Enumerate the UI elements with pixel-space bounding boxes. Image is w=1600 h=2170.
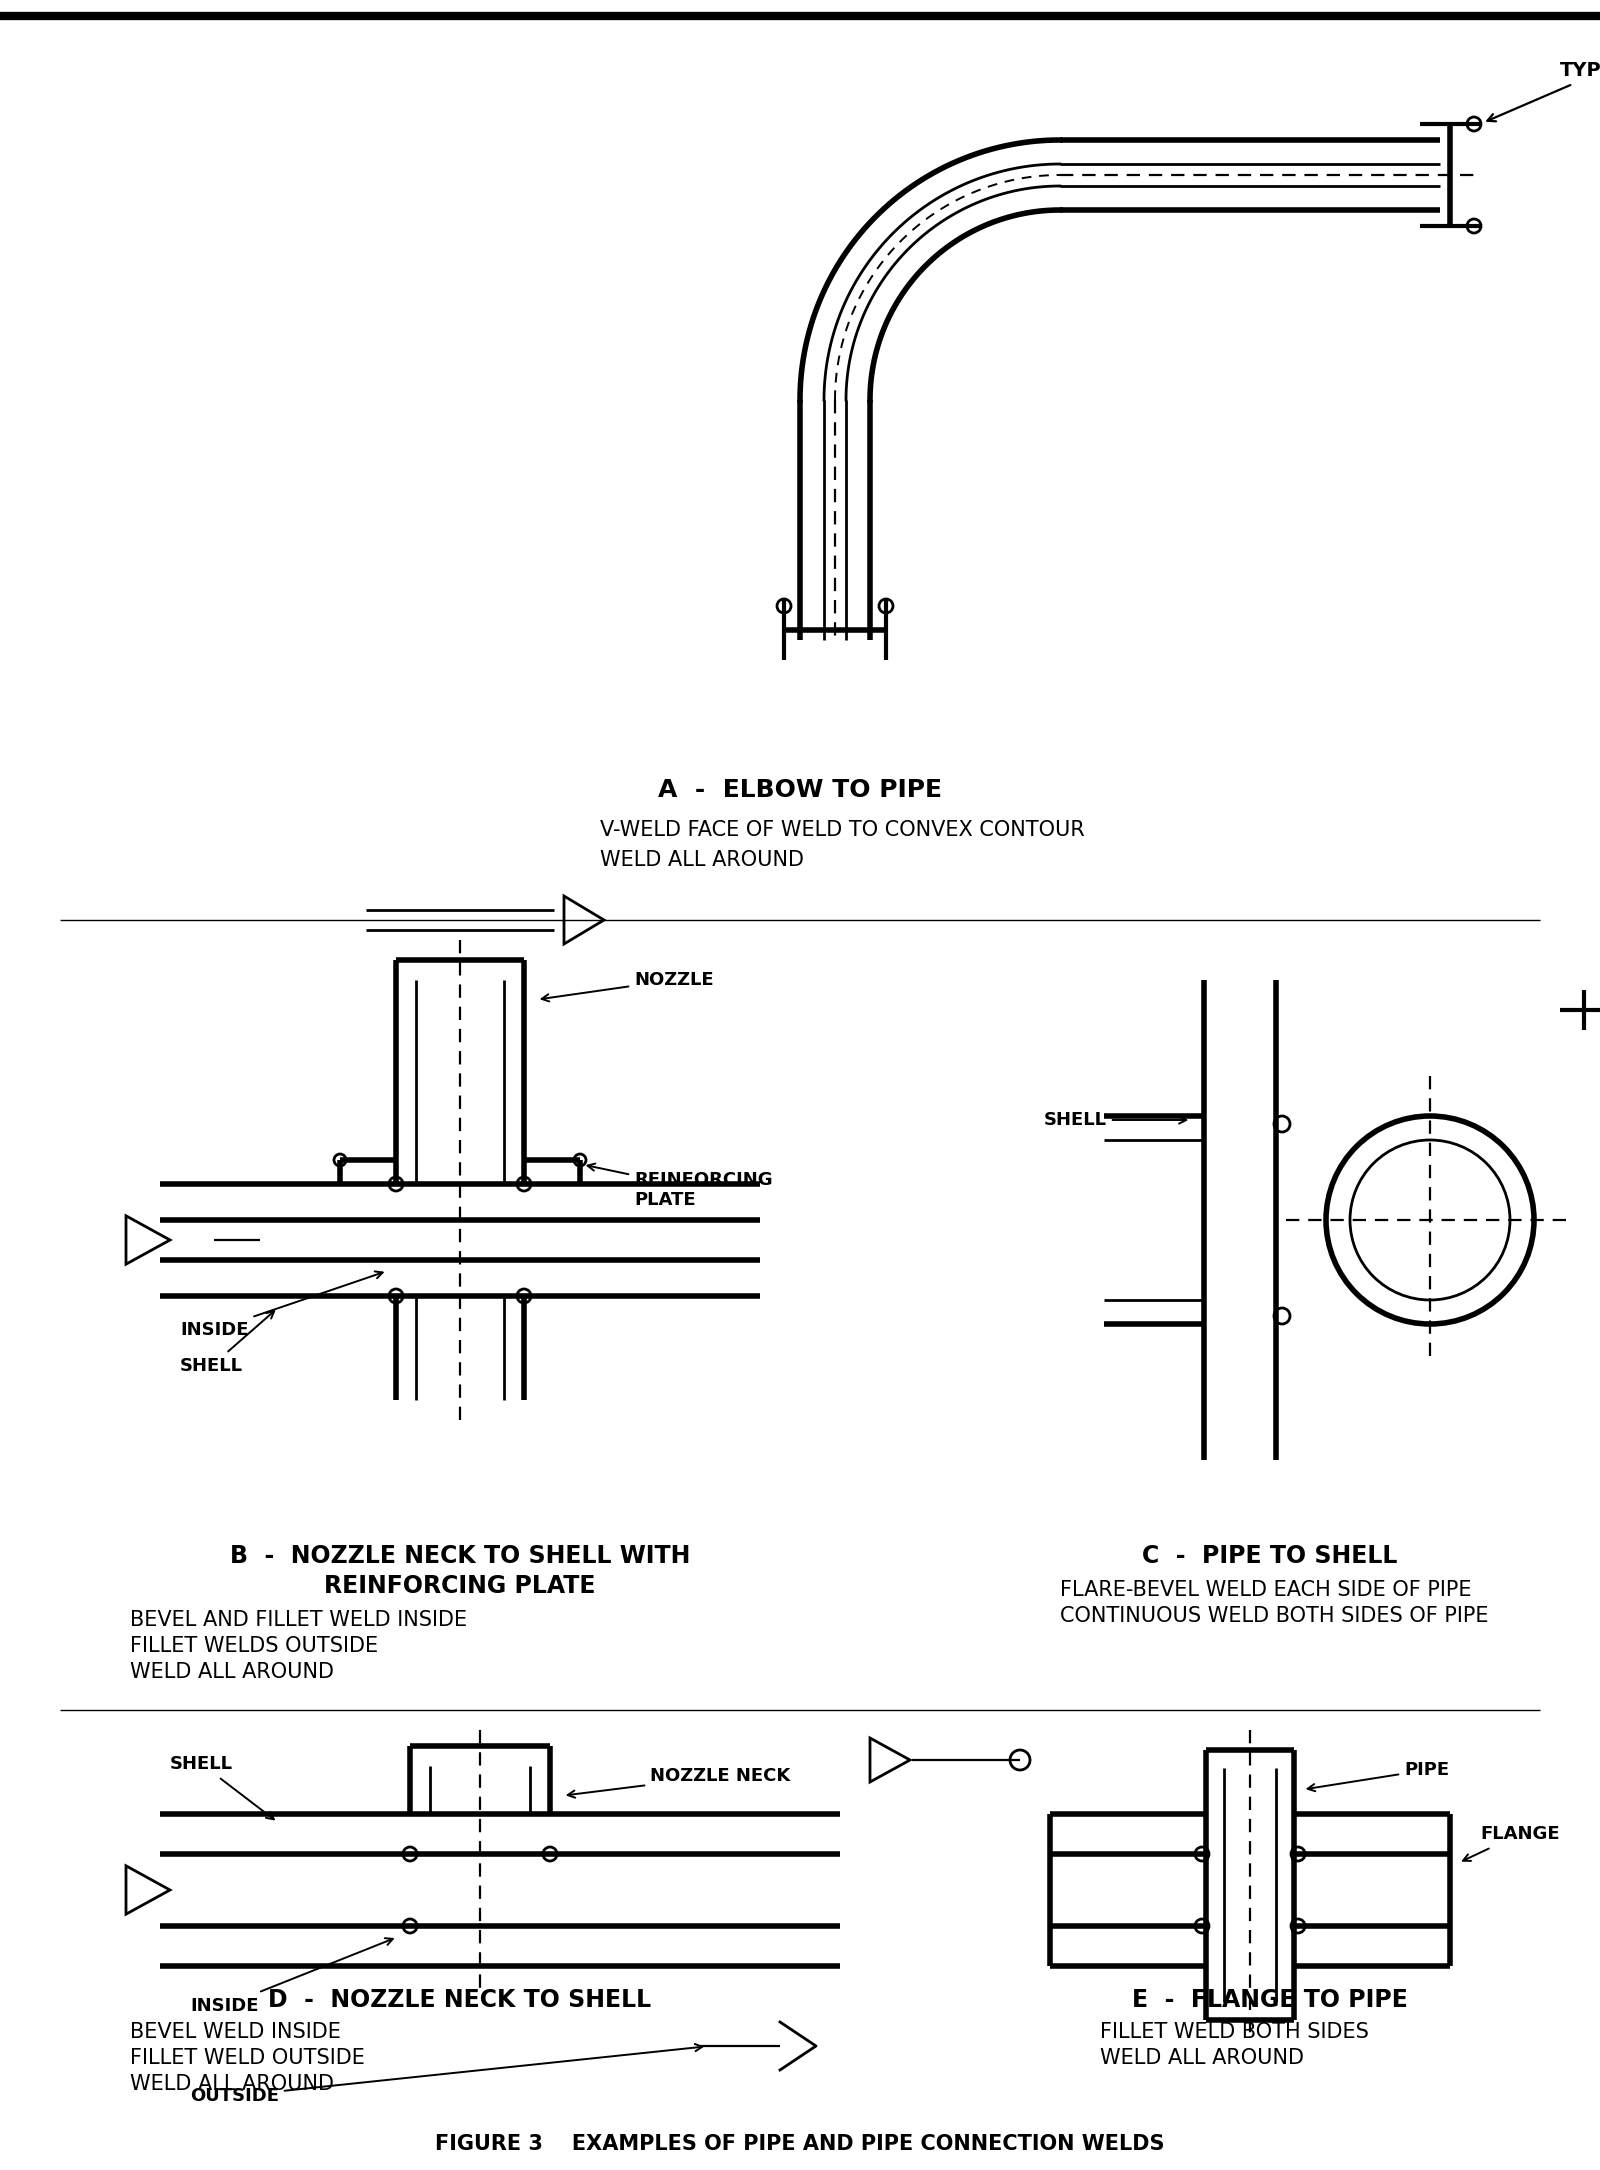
Text: D  -  NOZZLE NECK TO SHELL: D - NOZZLE NECK TO SHELL <box>269 1988 651 2012</box>
Text: INSIDE: INSIDE <box>179 1272 382 1339</box>
Text: FLARE-BEVEL WELD EACH SIDE OF PIPE: FLARE-BEVEL WELD EACH SIDE OF PIPE <box>1059 1580 1472 1599</box>
Text: V-WELD FACE OF WELD TO CONVEX CONTOUR: V-WELD FACE OF WELD TO CONVEX CONTOUR <box>600 820 1085 840</box>
Text: TYPICAL: TYPICAL <box>1488 61 1600 122</box>
Text: FLANGE: FLANGE <box>1462 1825 1560 1862</box>
Text: E  -  FLANGE TO PIPE: E - FLANGE TO PIPE <box>1133 1988 1408 2012</box>
Text: SHELL: SHELL <box>179 1311 274 1376</box>
Text: FIGURE 3    EXAMPLES OF PIPE AND PIPE CONNECTION WELDS: FIGURE 3 EXAMPLES OF PIPE AND PIPE CONNE… <box>435 2133 1165 2155</box>
Text: FILLET WELD BOTH SIDES: FILLET WELD BOTH SIDES <box>1101 2022 1370 2042</box>
Text: SHELL: SHELL <box>170 1756 274 1818</box>
Text: WELD ALL AROUND: WELD ALL AROUND <box>600 851 805 870</box>
Text: OUTSIDE: OUTSIDE <box>190 2044 702 2105</box>
Text: BEVEL AND FILLET WELD INSIDE: BEVEL AND FILLET WELD INSIDE <box>130 1610 467 1630</box>
Text: FILLET WELD OUTSIDE: FILLET WELD OUTSIDE <box>130 2048 365 2068</box>
Text: B  -  NOZZLE NECK TO SHELL WITH: B - NOZZLE NECK TO SHELL WITH <box>230 1545 690 1569</box>
Text: REINFORCING
PLATE: REINFORCING PLATE <box>587 1163 773 1209</box>
Text: CONTINUOUS WELD BOTH SIDES OF PIPE: CONTINUOUS WELD BOTH SIDES OF PIPE <box>1059 1606 1488 1625</box>
Text: NOZZLE: NOZZLE <box>542 970 714 1003</box>
Text: NOZZLE NECK: NOZZLE NECK <box>568 1766 790 1797</box>
Text: WELD ALL AROUND: WELD ALL AROUND <box>1101 2048 1304 2068</box>
Text: BEVEL WELD INSIDE: BEVEL WELD INSIDE <box>130 2022 341 2042</box>
Text: WELD ALL AROUND: WELD ALL AROUND <box>130 2075 334 2094</box>
Text: WELD ALL AROUND: WELD ALL AROUND <box>130 1662 334 1682</box>
Text: FILLET WELDS OUTSIDE: FILLET WELDS OUTSIDE <box>130 1636 378 1656</box>
Text: A  -  ELBOW TO PIPE: A - ELBOW TO PIPE <box>658 779 942 803</box>
Text: INSIDE: INSIDE <box>190 1938 394 2016</box>
Text: REINFORCING PLATE: REINFORCING PLATE <box>325 1573 595 1597</box>
Text: PIPE: PIPE <box>1307 1762 1450 1790</box>
Text: C  -  PIPE TO SHELL: C - PIPE TO SHELL <box>1142 1545 1398 1569</box>
Text: SHELL: SHELL <box>1043 1111 1186 1128</box>
